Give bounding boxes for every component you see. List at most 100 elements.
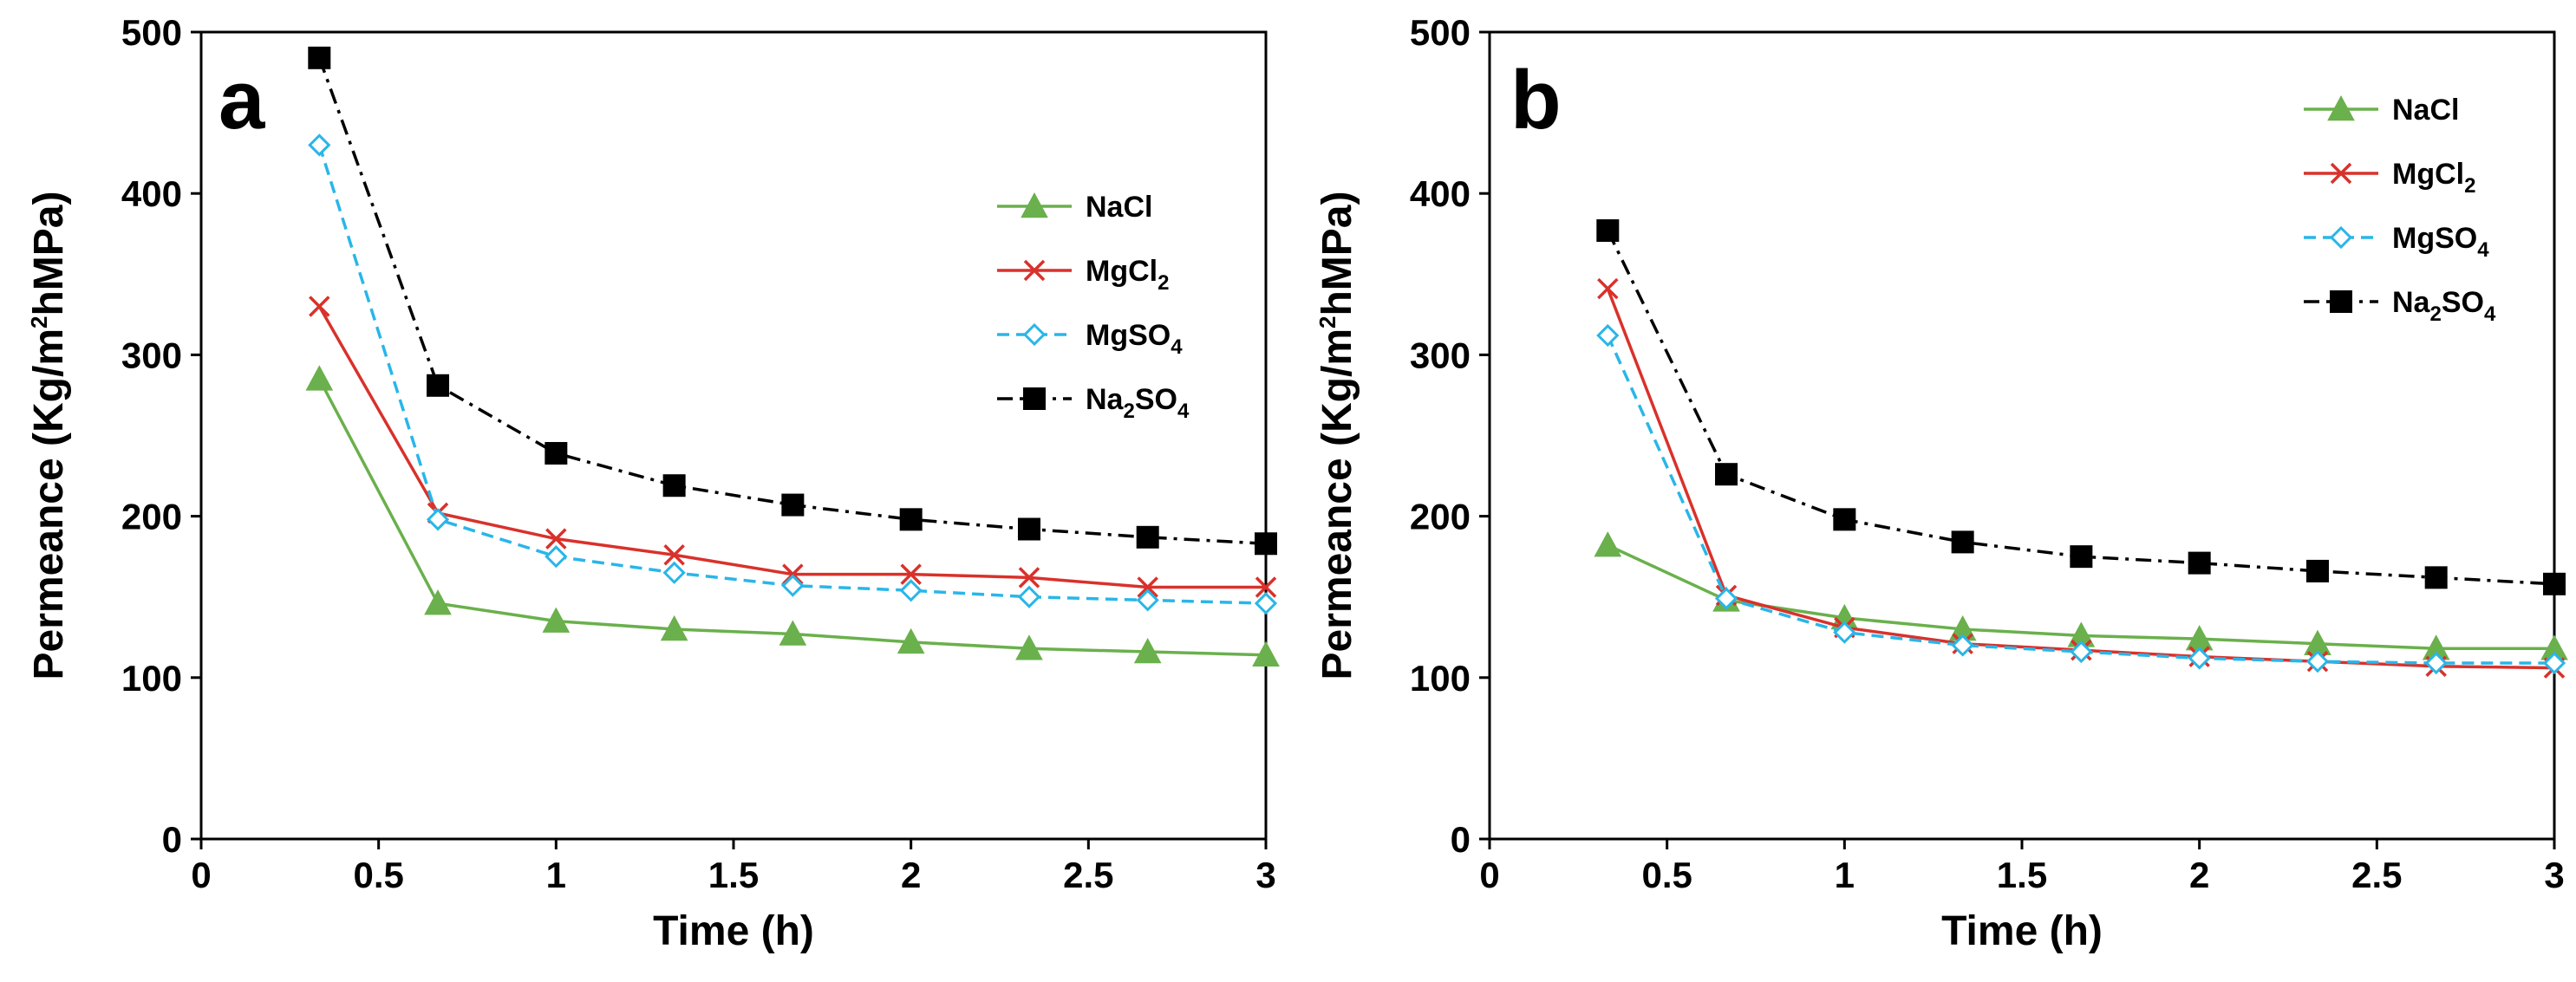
y-axis-label-superscript: 2 (26, 316, 52, 328)
legend-label: Na2SO4 (1086, 383, 1190, 423)
y-axis-label-superscript: 2 (1314, 316, 1340, 328)
y-tick-label: 400 (121, 173, 182, 214)
data-point-MgSO4 (1596, 323, 1620, 348)
data-point-MgCl2 (1597, 277, 1619, 300)
y-axis-label: Permeance (Kg/m2hMPa) (1314, 192, 1360, 680)
series-line-Na2SO4 (1606, 230, 2555, 586)
data-point-Na2SO4 (1255, 532, 1277, 556)
data-point-MgSO4 (1017, 585, 1041, 608)
legend-marker (1023, 259, 1046, 282)
data-point-NaCl (1015, 634, 1043, 660)
data-point-MgCl2 (1018, 567, 1040, 589)
data-point-Na2SO4 (427, 374, 450, 397)
x-tick-label: 2.5 (1063, 855, 1113, 895)
data-point-MgSO4 (545, 545, 568, 569)
legend-label: MgCl2 (1086, 255, 1169, 295)
legend-marker (1021, 192, 1048, 218)
legend-label: Na2SO4 (2392, 286, 2496, 326)
data-point-MgSO4 (1714, 587, 1738, 610)
series-MgSO4 (1596, 323, 2566, 675)
y-tick-label: 0 (1451, 819, 1471, 860)
legend-label: MgSO4 (2392, 222, 2489, 262)
series-line-Na2SO4 (317, 57, 1267, 546)
x-tick-label: 0 (1479, 855, 1499, 895)
series-Na2SO4 (1596, 219, 2566, 595)
data-point-Na2SO4 (662, 474, 686, 498)
x-tick-label: 0.5 (1641, 855, 1692, 895)
data-point-MgSO4 (781, 574, 805, 597)
y-tick-label: 100 (121, 658, 182, 699)
legend-label: MgCl2 (2392, 158, 2475, 198)
legend-marker (1023, 387, 1046, 410)
data-point-Na2SO4 (1951, 530, 1974, 554)
chart-panel-a: 0 100 200 300 400 500 0 0.5 1 1.5 2 2.5 3 Time (h) Per… (26, 12, 1280, 954)
series-line-MgSO4 (1606, 335, 2554, 665)
data-point-NaCl (1133, 637, 1162, 664)
legend-label: MgSO4 (1086, 319, 1183, 359)
x-tick-label: 1 (546, 855, 566, 895)
legend-label: NaCl (1086, 191, 1152, 224)
y-tick-label: 300 (121, 335, 182, 375)
data-point-Na2SO4 (1596, 219, 1620, 243)
data-point-NaCl (305, 365, 334, 391)
x-tick-label: 2 (901, 855, 921, 895)
y-tick-label: 400 (1410, 173, 1471, 214)
data-point-Na2SO4 (545, 441, 568, 465)
series-NaCl (305, 365, 1280, 667)
x-tick-label: 0 (191, 855, 211, 895)
legend-marker (1022, 322, 1047, 347)
panel-letter: a (218, 54, 265, 146)
legend-entry-NaCl: NaCl (2304, 94, 2459, 127)
y-tick-label: 100 (1410, 658, 1471, 699)
x-axis-label: Time (h) (653, 908, 814, 954)
data-point-Na2SO4 (1715, 463, 1738, 486)
data-point-MgSO4 (2542, 651, 2566, 675)
legend-marker (2327, 94, 2355, 121)
y-tick-label: 300 (1410, 335, 1471, 375)
x-axis-label: Time (h) (1941, 908, 2103, 954)
data-point-Na2SO4 (308, 46, 331, 69)
y-tick-label: 200 (1410, 497, 1471, 537)
x-tick-label: 3 (2544, 855, 2564, 895)
series-line-MgCl2 (1606, 288, 2555, 670)
x-tick-label: 1 (1835, 855, 1855, 895)
data-point-MgSO4 (899, 579, 923, 602)
x-tick-label: 0.5 (353, 855, 403, 895)
data-point-MgSO4 (2070, 640, 2093, 664)
y-axis-label-text: Permeance (Kg/m (26, 328, 72, 680)
data-point-NaCl (1594, 531, 1622, 557)
data-point-MgCl2 (1255, 576, 1277, 598)
series-Na2SO4 (308, 46, 1277, 556)
legend-entry-MgSO4: MgSO4 (997, 319, 1183, 359)
data-point-MgCl2 (663, 544, 685, 566)
data-point-Na2SO4 (2424, 566, 2448, 589)
series-MgCl2 (1597, 277, 2566, 679)
legend-label: NaCl (2392, 94, 2459, 127)
x-tick-label: 3 (1255, 855, 1275, 895)
y-tick-label: 500 (1410, 12, 1471, 53)
data-point-MgCl2 (1137, 576, 1158, 598)
data-point-MgSO4 (308, 133, 331, 157)
legend-entry-Na2SO4: Na2SO4 (2304, 286, 2496, 326)
y-tick-label: 200 (121, 497, 182, 537)
x-tick-label: 2.5 (2351, 855, 2402, 895)
x-tick-label: 1.5 (1997, 855, 2047, 895)
data-point-Na2SO4 (2188, 551, 2211, 575)
data-point-MgSO4 (1254, 592, 1278, 615)
data-point-Na2SO4 (1017, 517, 1040, 541)
data-point-NaCl (779, 620, 807, 646)
data-point-NaCl (660, 615, 688, 641)
y-tick-label: 0 (162, 819, 182, 860)
data-point-Na2SO4 (1136, 525, 1159, 549)
data-point-MgSO4 (1951, 634, 1974, 657)
data-point-NaCl (542, 607, 571, 633)
legend-entry-Na2SO4: Na2SO4 (997, 383, 1190, 423)
y-axis-label-text: Permeance (Kg/m (1314, 328, 1360, 680)
data-point-Na2SO4 (899, 508, 923, 531)
data-point-NaCl (1252, 641, 1280, 667)
legend-entry-NaCl: NaCl (997, 191, 1152, 224)
data-point-MgSO4 (2424, 651, 2448, 675)
data-point-MgCl2 (545, 528, 567, 550)
data-point-Na2SO4 (1833, 508, 1856, 531)
